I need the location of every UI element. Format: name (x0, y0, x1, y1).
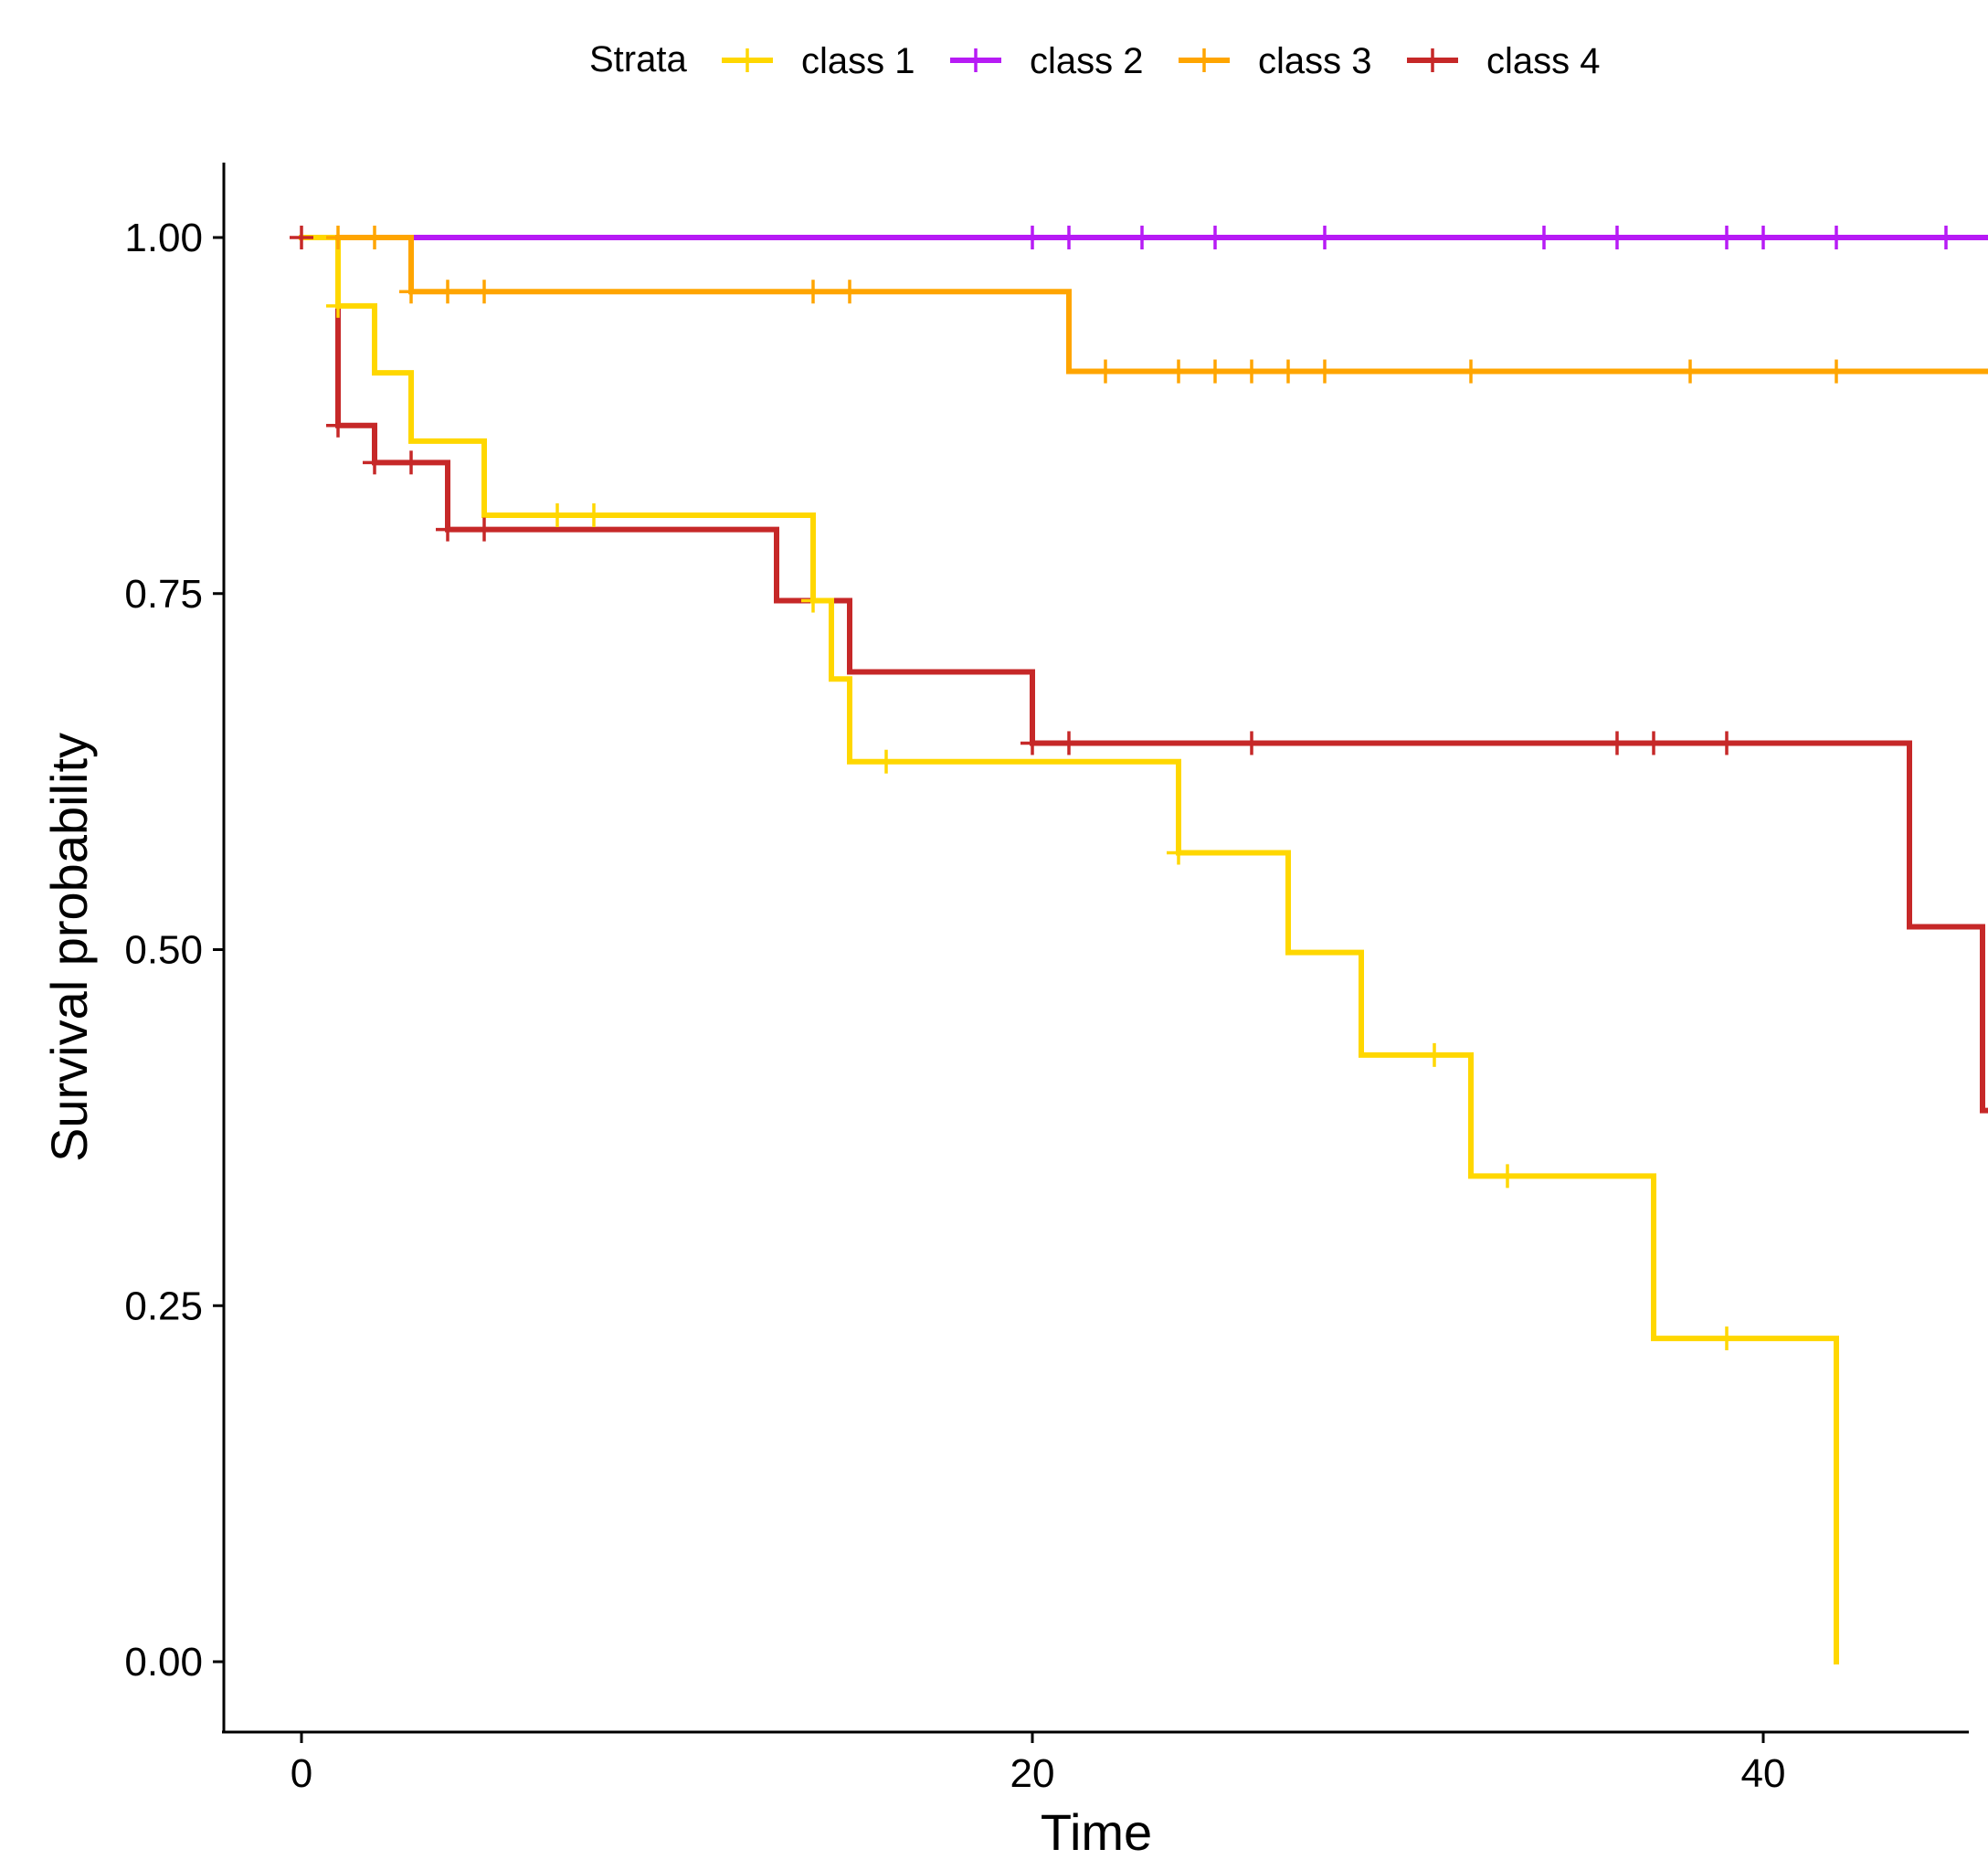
censor-mark-class-2 (1605, 226, 1629, 249)
x-tick-label: 20 (1010, 1751, 1055, 1796)
censor-mark-class-2 (1751, 226, 1775, 249)
censor-mark-class-3 (326, 226, 350, 249)
censor-mark-class-1 (1422, 1042, 1446, 1067)
x-axis-title: Time (1041, 1803, 1152, 1861)
censor-mark-class-3 (1240, 359, 1264, 384)
censor-mark-class-1 (545, 503, 569, 528)
censor-mark-class-3 (1094, 359, 1117, 384)
censor-mark-class-2 (1020, 226, 1044, 249)
y-tick-label: 0.50 (124, 928, 203, 973)
censor-mark-class-3 (1459, 359, 1483, 384)
x-axis: 020406080 (291, 1732, 1786, 1796)
curve-class-3 (335, 235, 1988, 375)
x-tick-label: 0 (291, 1751, 312, 1796)
censor-mark-class-1 (801, 588, 825, 613)
legend-entry-class-4: class 4 (1407, 41, 1601, 81)
legend-label: class 4 (1486, 41, 1601, 81)
y-tick-label: 0.25 (124, 1284, 203, 1328)
legend-title: Strata (589, 39, 687, 79)
censor-mark-class-3 (363, 226, 386, 249)
plot-area: 0.000.250.500.751.00 020406080 (124, 163, 1988, 1796)
legend-entry-class-1: class 1 (722, 41, 915, 81)
censor-mark-class-1 (582, 503, 606, 528)
censor-mark-class-1 (1167, 840, 1190, 865)
censor-mark-class-4 (1057, 731, 1081, 755)
censor-mark-class-4 (290, 226, 313, 249)
y-tick-label: 0.00 (124, 1640, 203, 1685)
censor-mark-class-3 (399, 280, 423, 304)
censor-mark-class-1 (874, 749, 898, 774)
censor-mark-class-4 (363, 450, 386, 475)
censor-mark-class-3 (801, 280, 825, 304)
censor-mark-class-4 (472, 517, 496, 542)
y-tick-label: 1.00 (124, 216, 203, 260)
y-axis: 0.00 0.25 0.50 0.75 1.00 (124, 216, 224, 1685)
curve-class-1 (299, 235, 1839, 1664)
censor-mark-class-3 (1203, 359, 1227, 384)
legend-label: class 3 (1258, 41, 1372, 81)
censor-mark-class-4 (1240, 731, 1264, 755)
censor-mark-class-4 (1642, 731, 1665, 755)
censor-mark-class-4 (1020, 731, 1044, 755)
censor-mark-class-3 (1167, 359, 1190, 384)
survival-curves (299, 235, 1988, 1664)
censor-mark-class-4 (436, 517, 460, 542)
censor-marks (290, 226, 1958, 1351)
censor-mark-class-3 (1313, 359, 1337, 384)
censor-mark-class-3 (1824, 359, 1848, 384)
censor-mark-class-3 (1678, 359, 1702, 384)
legend-entry-class-3: class 3 (1179, 41, 1372, 81)
censor-mark-class-4 (399, 450, 423, 475)
censor-mark-class-3 (436, 280, 460, 304)
censor-mark-class-2 (1313, 226, 1337, 249)
legend-entry-class-2: class 2 (950, 41, 1144, 81)
censor-mark-class-2 (1057, 226, 1081, 249)
censor-mark-class-1 (1715, 1326, 1739, 1351)
legend-label: class 1 (801, 41, 915, 81)
censor-mark-class-1 (1496, 1164, 1519, 1189)
curve-class-4 (299, 235, 1988, 1114)
censor-mark-class-3 (472, 280, 496, 304)
censor-mark-class-2 (1824, 226, 1848, 249)
x-tick-label: 40 (1741, 1751, 1786, 1796)
censor-mark-class-2 (1532, 226, 1556, 249)
censor-mark-class-2 (1203, 226, 1227, 249)
censor-mark-class-3 (1276, 359, 1300, 384)
y-axis-title: Survival probability (40, 733, 98, 1162)
censor-mark-class-2 (1130, 226, 1154, 249)
censor-mark-class-2 (1934, 226, 1958, 249)
censor-mark-class-4 (1715, 731, 1739, 755)
legend: Strata class 1 class 2 class 3 class 4 (589, 39, 1601, 81)
censor-mark-class-2 (1715, 226, 1739, 249)
censor-mark-class-4 (1605, 731, 1629, 755)
y-tick-label: 0.75 (124, 572, 203, 617)
legend-label: class 2 (1030, 41, 1144, 81)
censor-mark-class-4 (326, 413, 350, 438)
censor-mark-class-3 (838, 280, 862, 304)
censor-mark-class-1 (326, 293, 350, 318)
